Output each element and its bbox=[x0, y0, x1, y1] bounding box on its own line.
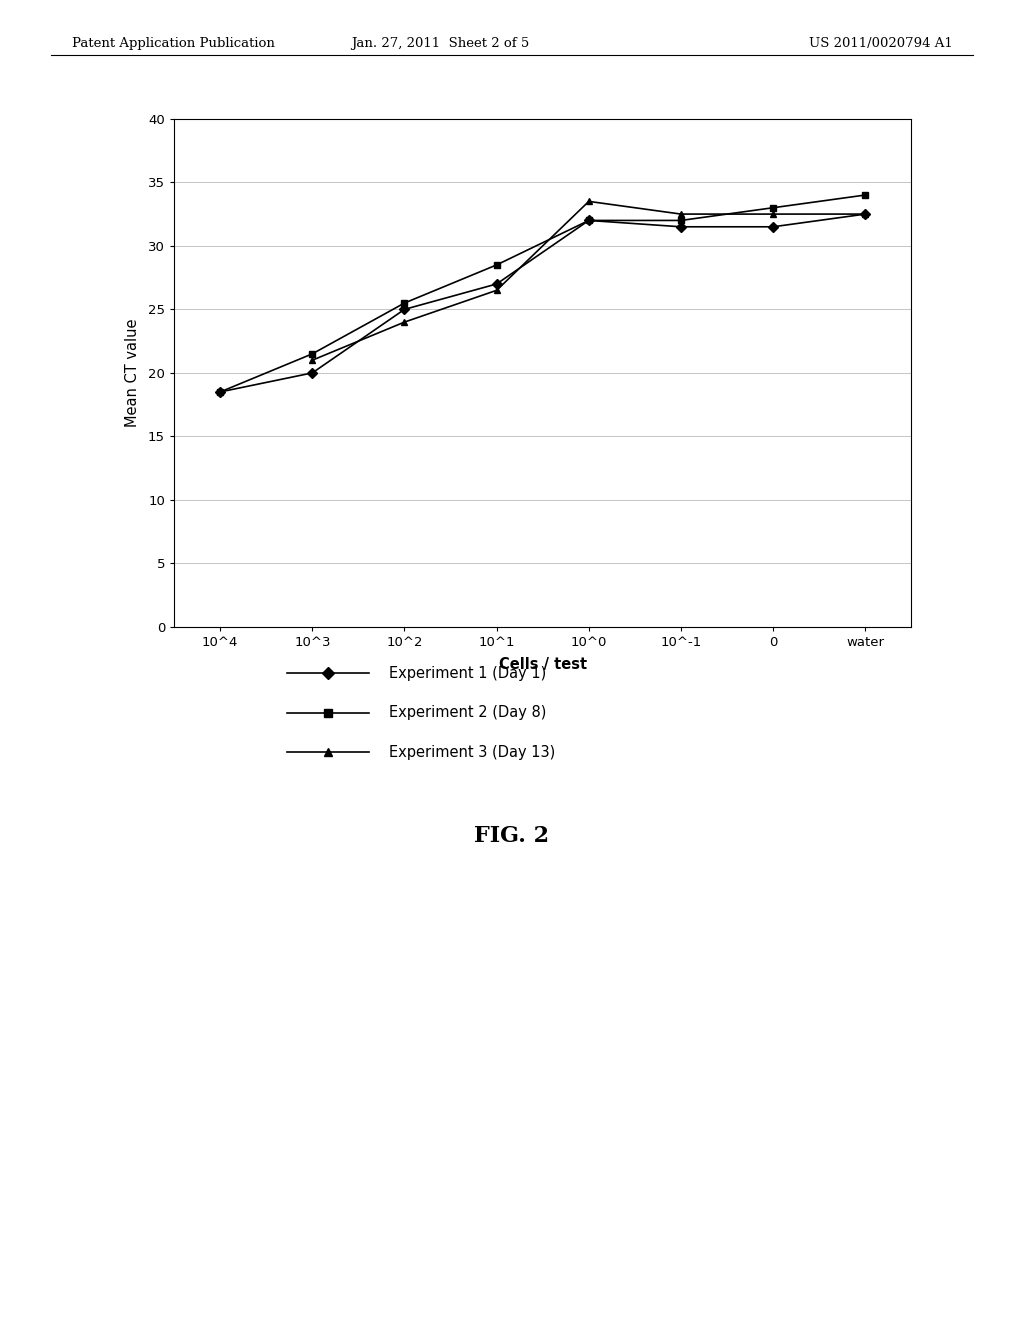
Text: Patent Application Publication: Patent Application Publication bbox=[72, 37, 274, 50]
Experiment 2 (Day 8) bbox=[398, 296, 411, 312]
Experiment 2 (Day 8) bbox=[675, 213, 687, 228]
Experiment 3 (Day 13) bbox=[859, 206, 871, 222]
Experiment 3 (Day 13) bbox=[398, 314, 411, 330]
Experiment 3 (Day 13) bbox=[490, 282, 503, 298]
Experiment 1 (Day 1) bbox=[490, 276, 503, 292]
Text: FIG. 2: FIG. 2 bbox=[474, 825, 550, 847]
X-axis label: Cells / test: Cells / test bbox=[499, 657, 587, 672]
Text: Jan. 27, 2011  Sheet 2 of 5: Jan. 27, 2011 Sheet 2 of 5 bbox=[351, 37, 529, 50]
Y-axis label: Mean CT value: Mean CT value bbox=[125, 318, 139, 428]
Text: Experiment 1 (Day 1): Experiment 1 (Day 1) bbox=[389, 665, 547, 681]
Text: Experiment 3 (Day 13): Experiment 3 (Day 13) bbox=[389, 744, 555, 760]
Line: Experiment 3 (Day 13): Experiment 3 (Day 13) bbox=[309, 198, 868, 364]
Experiment 2 (Day 8) bbox=[767, 199, 779, 215]
Text: Experiment 2 (Day 8): Experiment 2 (Day 8) bbox=[389, 705, 547, 721]
Experiment 1 (Day 1) bbox=[859, 206, 871, 222]
Text: US 2011/0020794 A1: US 2011/0020794 A1 bbox=[809, 37, 952, 50]
Experiment 1 (Day 1) bbox=[675, 219, 687, 235]
Experiment 2 (Day 8) bbox=[214, 384, 226, 400]
Experiment 1 (Day 1) bbox=[306, 364, 318, 380]
Experiment 2 (Day 8) bbox=[306, 346, 318, 362]
Experiment 2 (Day 8) bbox=[583, 213, 595, 228]
Experiment 1 (Day 1) bbox=[214, 384, 226, 400]
Line: Experiment 2 (Day 8): Experiment 2 (Day 8) bbox=[217, 191, 868, 396]
Experiment 3 (Day 13) bbox=[675, 206, 687, 222]
Experiment 3 (Day 13) bbox=[767, 206, 779, 222]
Experiment 3 (Day 13) bbox=[583, 194, 595, 210]
Experiment 1 (Day 1) bbox=[398, 301, 411, 317]
Experiment 1 (Day 1) bbox=[583, 213, 595, 228]
Experiment 3 (Day 13) bbox=[306, 352, 318, 368]
Line: Experiment 1 (Day 1): Experiment 1 (Day 1) bbox=[217, 211, 868, 396]
Experiment 1 (Day 1) bbox=[767, 219, 779, 235]
Experiment 2 (Day 8) bbox=[490, 257, 503, 273]
Experiment 2 (Day 8) bbox=[859, 187, 871, 203]
